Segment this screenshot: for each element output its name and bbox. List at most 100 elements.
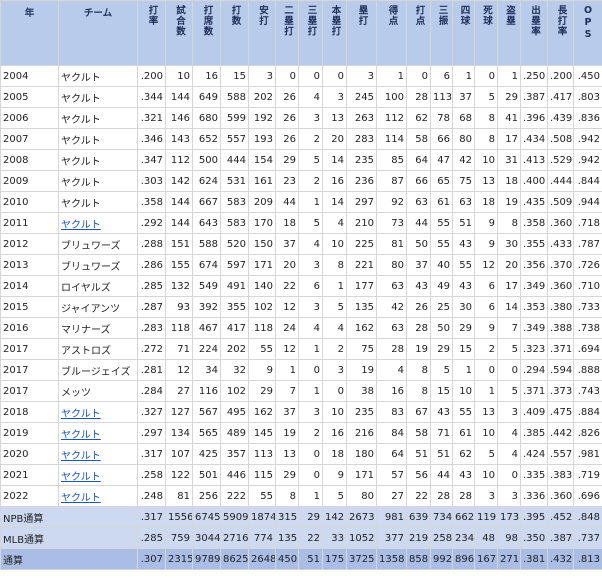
- data-row: 2020 ヤクルト .317 107 425 357 113 13 0 18 180 64 51 51 62…: [0, 443, 602, 465]
- label-cell: ヤクルト: [58, 65, 138, 87]
- stat-cell: 355: [220, 296, 249, 318]
- stat-cell: 0: [322, 65, 347, 87]
- stat-cell: 583: [220, 191, 249, 213]
- stat-cell: 774: [248, 527, 276, 549]
- stat-cell: .335: [520, 464, 548, 486]
- stat-cell: 19: [497, 191, 521, 213]
- header-cell: 得点: [376, 0, 407, 66]
- stat-cell: .710: [573, 275, 602, 297]
- stat-cell: 6: [298, 275, 323, 297]
- stat-cell: 135: [275, 527, 299, 549]
- total-label: NPB通算: [0, 506, 138, 528]
- stat-cell: .737: [573, 527, 602, 549]
- stat-cell: 283: [346, 128, 377, 150]
- stat-cell: .358: [137, 191, 166, 213]
- stat-cell: 119: [474, 506, 498, 528]
- header-cell: 二塁打: [275, 0, 299, 66]
- stat-cell: 588: [192, 233, 221, 255]
- team-link[interactable]: ヤクルト: [61, 471, 101, 483]
- team-link[interactable]: ヤクルト: [61, 429, 101, 441]
- stat-cell: .388: [547, 317, 574, 339]
- label-cell: ヤクルト: [58, 170, 138, 192]
- stat-cell: 13: [275, 443, 299, 465]
- data-row: 2018 ヤクルト .327 127 567 495 162 37 3 10 235 83 67 43 55…: [0, 401, 602, 423]
- stat-cell: 3: [248, 65, 276, 87]
- stat-cell: .286: [137, 254, 166, 276]
- stat-cell: 0: [298, 464, 323, 486]
- stat-cell: .694: [573, 338, 602, 360]
- stat-cell: 37: [452, 86, 475, 108]
- stat-cell: .733: [573, 296, 602, 318]
- stat-cell: 26: [275, 107, 299, 129]
- stat-cell: 236: [346, 170, 377, 192]
- data-row: 2005 ヤクルト .344 144 649 588 202 26 4 3 245 100 28 113 3…: [0, 86, 602, 108]
- stat-cell: 20: [275, 254, 299, 276]
- stat-cell: 5: [430, 359, 453, 381]
- stat-cell: 5: [322, 485, 347, 507]
- stat-cell: .836: [573, 107, 602, 129]
- stat-cell: .424: [520, 443, 548, 465]
- stat-cell: 34: [192, 359, 221, 381]
- stat-cell: 3: [497, 401, 521, 423]
- stat-cell: 12: [165, 359, 193, 381]
- stat-cell: 1: [474, 380, 498, 402]
- stat-cell: 162: [346, 317, 377, 339]
- team-link[interactable]: ヤクルト: [61, 492, 101, 504]
- stat-cell: 144: [165, 191, 193, 213]
- stat-cell: 71: [430, 422, 453, 444]
- stat-cell: 0: [298, 65, 323, 87]
- stat-cell: 40: [430, 254, 453, 276]
- stat-cell: 992: [430, 548, 453, 570]
- stat-cell: 6: [474, 296, 498, 318]
- stat-cell: 2716: [220, 527, 249, 549]
- total-row: MLB通算 .285 759 3044 2716 774 135 22 33 1052 377 219…: [0, 527, 602, 549]
- stat-cell: 51: [430, 443, 453, 465]
- stat-cell: 18: [322, 443, 347, 465]
- stat-cell: .434: [520, 128, 548, 150]
- stat-cell: 41: [497, 107, 521, 129]
- stat-cell: 5: [298, 149, 323, 171]
- team-link[interactable]: ヤクルト: [61, 219, 101, 231]
- stats-table: 年 チーム 打率 試合数 打席数 打数 安打 二塁打 三塁打 本塁打 塁打 得点 打点 三振 四球 死球 盗塁出…: [0, 0, 602, 570]
- stat-cell: 549: [192, 275, 221, 297]
- total-label: MLB通算: [0, 527, 138, 549]
- stat-cell: .452: [547, 506, 574, 528]
- stat-cell: 3: [322, 86, 347, 108]
- team-cell: ヤクルト: [58, 485, 138, 507]
- stat-cell: 643: [192, 212, 221, 234]
- stat-cell: 202: [220, 338, 249, 360]
- stat-cell: 2: [298, 422, 323, 444]
- stat-cell: 75: [346, 338, 377, 360]
- stat-cell: 520: [220, 233, 249, 255]
- stat-cell: 377: [376, 527, 407, 549]
- stat-cell: 55: [430, 212, 453, 234]
- team-link[interactable]: ヤクルト: [61, 450, 101, 462]
- stat-cell: 171: [248, 254, 276, 276]
- stat-cell: 113: [248, 443, 276, 465]
- stat-cell: 235: [346, 149, 377, 171]
- stat-cell: 38: [346, 380, 377, 402]
- data-row: 2022 ヤクルト .248 81 256 222 55 8 1 5 80 27 22 28 28 3 3.33…: [0, 485, 602, 507]
- stat-cell: 599: [220, 107, 249, 129]
- stat-cell: .381: [520, 548, 548, 570]
- stat-cell: .288: [137, 233, 166, 255]
- team-link[interactable]: ヤクルト: [61, 408, 101, 420]
- stat-cell: 56: [406, 464, 431, 486]
- stat-cell: 20: [497, 254, 521, 276]
- stat-cell: 25: [430, 296, 453, 318]
- stat-cell: 13: [474, 401, 498, 423]
- stat-cell: 392: [192, 296, 221, 318]
- header-text: 死球: [481, 5, 492, 26]
- stat-cell: 13: [474, 170, 498, 192]
- stat-cell: 30: [452, 296, 475, 318]
- stat-cell: 896: [452, 548, 475, 570]
- header-text: 打席数: [201, 5, 213, 37]
- stat-cell: 192: [248, 107, 276, 129]
- stat-cell: 5909: [220, 506, 249, 528]
- stat-cell: .844: [573, 170, 602, 192]
- stat-cell: 12: [275, 296, 299, 318]
- stat-cell: 6745: [192, 506, 221, 528]
- stat-cell: .281: [137, 359, 166, 381]
- stat-cell: 3: [298, 401, 323, 423]
- total-row: 通算 .307 2315 9789 8625 2648 450 51 175 3725 1358 85…: [0, 548, 602, 570]
